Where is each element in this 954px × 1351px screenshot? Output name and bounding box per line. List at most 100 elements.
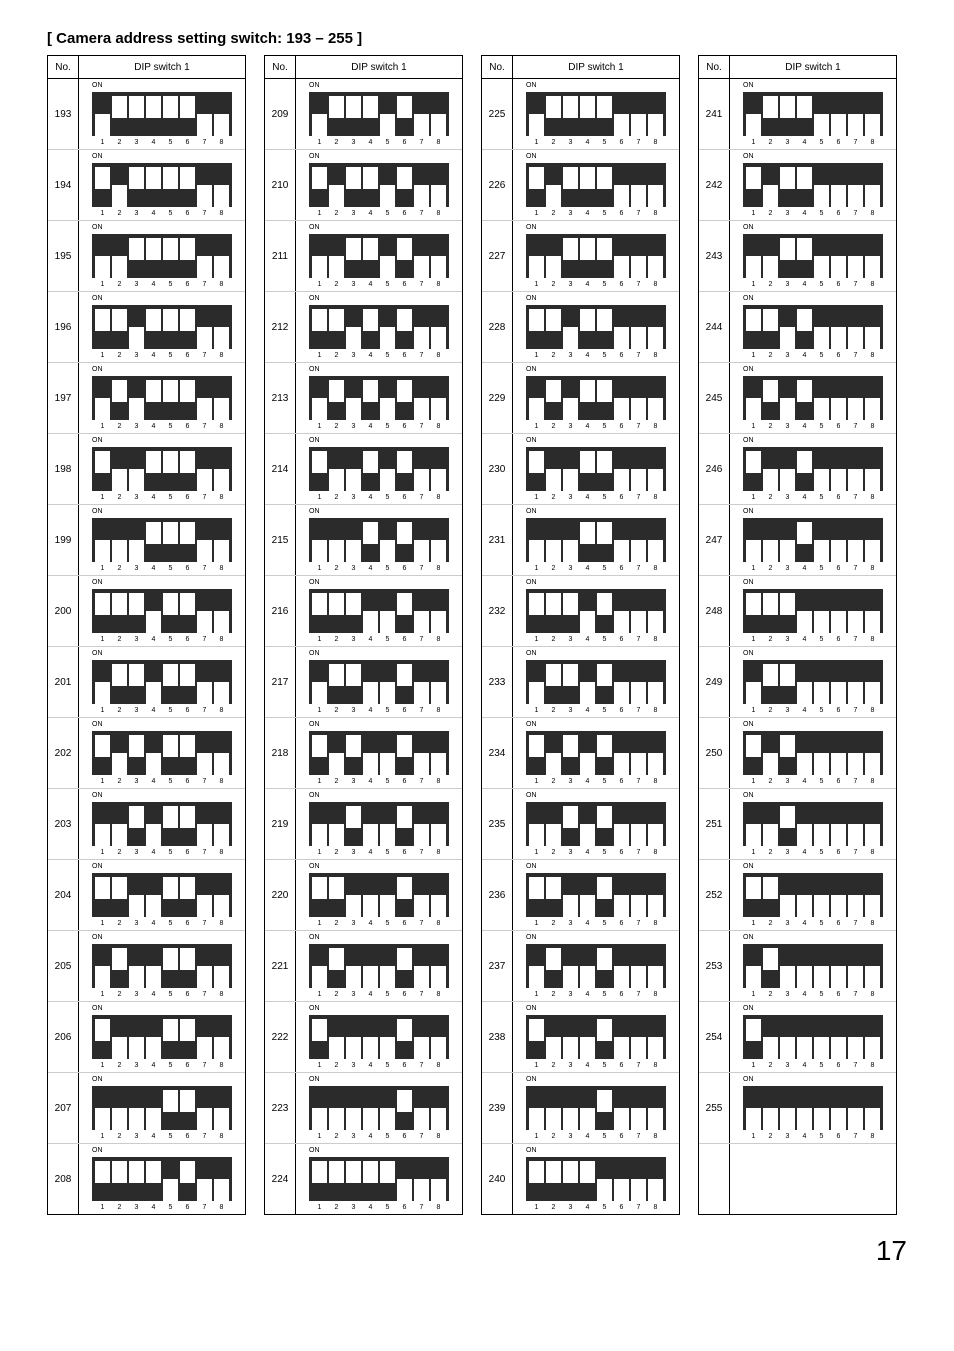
dip-knob [546, 806, 561, 824]
dip-knob [648, 1161, 663, 1179]
dip-knob [865, 806, 880, 824]
dip-knob [780, 948, 795, 966]
dip-knob [214, 735, 229, 753]
dip-cell: ON12345678 [296, 292, 462, 362]
dip-slot [763, 1090, 778, 1130]
dip-knob [180, 473, 195, 491]
on-label: ON [309, 366, 320, 373]
dip-knob [529, 806, 544, 824]
dip-slot [563, 593, 578, 633]
dip-numbers: 12345678 [529, 636, 663, 643]
dip-knob [312, 380, 327, 398]
dip-numbers: 12345678 [529, 494, 663, 501]
dip-knob [329, 735, 344, 753]
dip-cell: ON12345678 [513, 221, 679, 291]
dip-cell: ON12345678 [296, 647, 462, 717]
table-row: 195ON12345678 [48, 221, 245, 292]
dip-knob [580, 948, 595, 966]
on-label: ON [743, 82, 754, 89]
dip-knob [146, 806, 161, 824]
dip-slot [831, 522, 846, 562]
on-label: ON [309, 82, 320, 89]
dip-knob [780, 615, 795, 633]
address-number: 237 [482, 931, 513, 1001]
dip-knob [363, 1183, 378, 1201]
dip-knob [380, 806, 395, 824]
dip-knob [312, 948, 327, 966]
dip-numbers: 12345678 [746, 565, 880, 572]
table-row: 218ON12345678 [265, 718, 462, 789]
dip-numbers: 12345678 [312, 991, 446, 998]
dip-knob [797, 593, 812, 611]
dip-knob [312, 757, 327, 775]
dip-knob [95, 189, 110, 207]
dip-slot [431, 1161, 446, 1201]
table-row: 230ON12345678 [482, 434, 679, 505]
address-number: 222 [265, 1002, 296, 1072]
dip-slot [848, 522, 863, 562]
on-label: ON [92, 934, 103, 941]
dip-knob [631, 593, 646, 611]
table-row: 245ON12345678 [699, 363, 896, 434]
dip-knob [329, 402, 344, 420]
dip-slot [214, 309, 229, 349]
dip-slot [831, 96, 846, 136]
dip-slot [95, 451, 110, 491]
dip-slot [529, 167, 544, 207]
dip-knob [414, 877, 429, 895]
dip-slot [597, 380, 612, 420]
on-label: ON [92, 579, 103, 586]
dip-knob [831, 309, 846, 327]
dip-slot [780, 380, 795, 420]
dip-knob [163, 189, 178, 207]
dip-knob [546, 615, 561, 633]
table-row: 228ON12345678 [482, 292, 679, 363]
dip-slot [95, 309, 110, 349]
dip-slot [848, 593, 863, 633]
dip-slot [797, 664, 812, 704]
dip-knob [414, 309, 429, 327]
dip-numbers: 12345678 [746, 707, 880, 714]
dip-numbers: 12345678 [746, 1062, 880, 1069]
dip-cell: ON12345678 [513, 789, 679, 859]
dip-numbers: 12345678 [746, 139, 880, 146]
dip-slot [797, 167, 812, 207]
dip-slot [146, 1161, 161, 1201]
dip-knob [129, 189, 144, 207]
dip-slot [180, 167, 195, 207]
dip-knob [163, 828, 178, 846]
dip-slot [146, 948, 161, 988]
table-row: 198ON12345678 [48, 434, 245, 505]
dip-knob [112, 238, 127, 256]
dip-knob [146, 473, 161, 491]
on-label: ON [526, 721, 537, 728]
dip-knob [831, 948, 846, 966]
on-label: ON [743, 508, 754, 515]
dip-knob [197, 948, 212, 966]
dip-slot [214, 96, 229, 136]
dip-slot [431, 877, 446, 917]
dip-slot [597, 664, 612, 704]
on-label: ON [743, 1005, 754, 1012]
dip-knob [746, 1090, 761, 1108]
dip-slot [95, 522, 110, 562]
table-row: 233ON12345678 [482, 647, 679, 718]
dip-slot [312, 1161, 327, 1201]
dip-knob [146, 118, 161, 136]
dip-slot [831, 735, 846, 775]
dip-knob [363, 331, 378, 349]
dip-slot [214, 238, 229, 278]
col-header-no: No. [265, 56, 296, 79]
dip-slot [414, 1090, 429, 1130]
dip-slot [95, 96, 110, 136]
address-number: 241 [699, 79, 730, 149]
dip-knob [180, 899, 195, 917]
dip-slot [329, 1090, 344, 1130]
dip-knob [380, 1019, 395, 1037]
dip-slot [580, 735, 595, 775]
dip-numbers: 12345678 [312, 210, 446, 217]
on-label: ON [743, 579, 754, 586]
dip-slot [197, 1161, 212, 1201]
dip-slot [214, 167, 229, 207]
on-label: ON [743, 437, 754, 444]
